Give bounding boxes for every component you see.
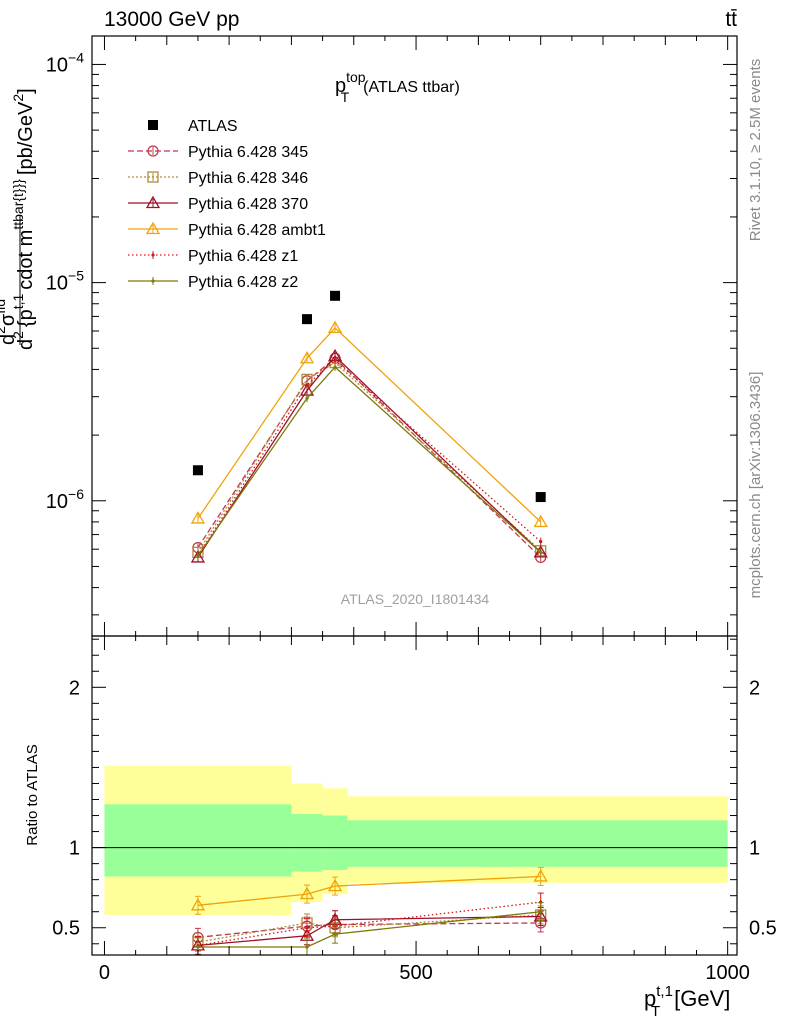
ratio-line-4 [197,901,541,947]
axes-ticks: 0 500 1000 10−6 10−5 10−4 0.5 0.5 1 1 2 2 [46,36,777,984]
x-tick-label: 0 [99,962,110,984]
legend-marker [151,279,155,283]
legend-entry-4: Pythia 6.428 z1 [128,248,298,265]
series-line-5 [197,366,542,557]
series-point [333,358,337,362]
series-line-2 [197,355,542,558]
series-line-1 [197,361,542,553]
legend-marker [145,195,161,209]
legend-label: Pythia 6.428 z2 [188,274,298,291]
y-tick-label: 10−6 [46,486,84,513]
series-point [196,554,200,558]
header-energy: 13000 GeV pp [104,8,239,31]
series-point [533,514,548,528]
x-tick-label: 1000 [705,962,750,984]
data-point [535,492,546,503]
ratio-tick-label: 0.5 [52,918,80,940]
ratio-point [327,878,343,892]
panel-frames [91,35,738,956]
legend-label: Pythia 6.428 370 [188,196,308,213]
ratio-panel-series [190,866,548,955]
series-point [539,539,543,544]
ratio-point [299,886,315,900]
ratio-band-inner [347,820,728,867]
ratio-line-1 [197,914,541,943]
ratio-point [305,926,309,930]
rivet-version-label: Rivet 3.1.10, ≥ 2.5M events [747,59,764,242]
ratio-tick-label: 2 [69,677,80,699]
ratio-band-inner [322,815,348,871]
legend-entry-1: Pythia 6.428 346 [128,170,308,187]
series-line-0 [197,357,542,558]
series-line-4 [197,359,542,557]
ratio-point [305,945,309,949]
series-point [327,320,343,334]
chart-title: ptop T(ATLAS ttbar) [335,69,460,105]
legend-label: Pythia 6.428 ambt1 [188,222,326,239]
legend-entry-3: Pythia 6.428 ambt1 [128,221,326,239]
legend-entry-5: Pythia 6.428 z2 [128,274,298,291]
legend-marker [148,120,158,130]
ratio-band-inner [104,804,292,877]
y-axis-label-text: d2{pt,1cdot mttbar{t}}}[pb/GeV2] [10,88,37,350]
data-point [192,465,203,476]
series-point [305,383,309,387]
mcplots-label: mcplots.cern.ch [arXiv:1306.3436] [747,372,764,599]
y-tick-label: 10−4 [46,49,84,76]
y-tick-label: 10−5 [46,268,84,295]
legend-entry-2: Pythia 6.428 370 [128,195,308,213]
header-process: tt̄ [725,8,737,31]
legend-label: ATLAS [188,118,238,135]
series-point [305,396,309,400]
legend: ATLAS Pythia 6.428 345 Pythia 6.428 346 Pyt… [128,118,326,291]
legend-marker [145,221,161,235]
legend-marker [147,171,159,183]
data-point [302,314,312,325]
ratio-band-inner [291,813,323,872]
data-point [330,290,341,301]
ratio-line-0 [197,922,541,939]
legend-marker [151,253,155,257]
ratio-axis-label: Ratio to ATLAS [24,744,41,845]
series-point [190,550,206,563]
series-point [190,511,206,524]
x-tick-label: 500 [399,962,432,984]
legend-entry-data: ATLAS [148,118,238,135]
ratio-line-5 [197,911,541,948]
y-axis-label-numerator: d2σfid [0,299,19,345]
ratio-tick-label-right: 1 [749,838,760,860]
legend-label: Pythia 6.428 346 [188,170,308,187]
ratio-point [190,897,206,911]
ratio-tick-label-right: 2 [749,677,760,699]
legend-label: Pythia 6.428 z1 [188,248,298,265]
ratio-line-2 [197,915,541,947]
legend-marker [147,145,159,157]
ratio-point [539,910,543,914]
ratio-uncertainty-bands [92,765,737,915]
ratio-tick-label: 1 [69,838,80,860]
ratio-frame [91,635,738,956]
ratio-point [196,945,200,949]
series-point [533,545,548,558]
series-line-3 [197,326,542,523]
series-point [539,550,543,554]
legend-label: Pythia 6.428 345 [188,144,308,161]
ratio-point [533,869,548,882]
ratio-tick-label-right: 0.5 [749,918,777,940]
axis-labels: ptop T(ATLAS ttbar) pt,1 T[GeV] Ratio to ATL… [0,69,730,1020]
ratio-line-3 [197,875,541,906]
y-axis-label: d2{pt,1cdot mttbar{t}}}[pb/GeV2]d2σfid [0,88,37,350]
legend-entry-0: Pythia 6.428 345 [128,144,308,161]
x-axis-label: pt,1 T[GeV] [644,983,730,1020]
main-panel-series [190,290,548,564]
analysis-watermark: ATLAS_2020_I1801434 [341,591,490,607]
series-point [333,365,337,369]
series-point [299,350,315,364]
ratio-point [333,932,337,936]
